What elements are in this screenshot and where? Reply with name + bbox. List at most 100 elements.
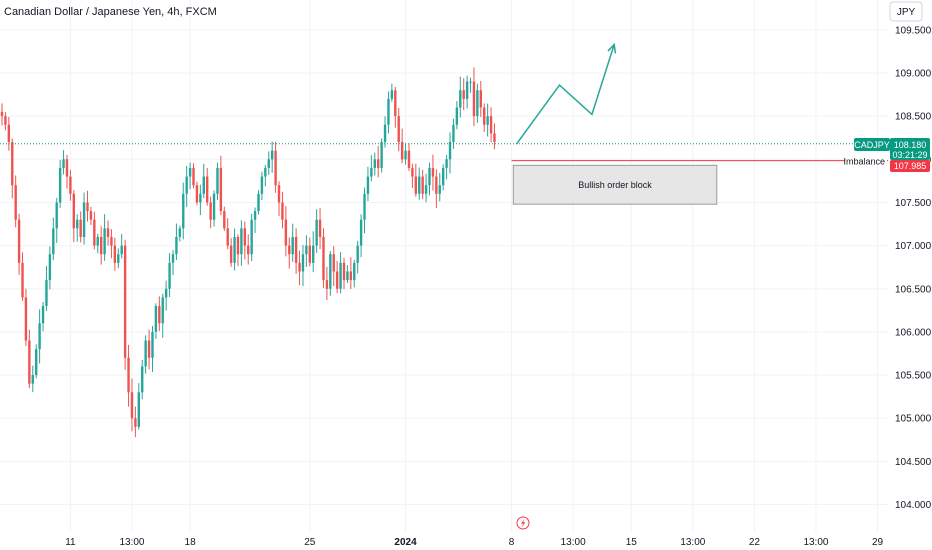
candle — [206, 168, 209, 206]
candle — [144, 335, 147, 374]
candle — [113, 237, 117, 271]
y-tick-label: 108.500 — [895, 112, 932, 123]
candle — [89, 206, 93, 226]
candle — [459, 76, 462, 118]
x-tick-label: 2024 — [394, 537, 417, 548]
candle — [154, 303, 158, 339]
candle — [264, 164, 267, 187]
y-tick-label: 109.000 — [895, 69, 932, 80]
drawings: Bullish order block Imbalance — [0, 42, 888, 205]
lightning-icon[interactable] — [516, 516, 530, 530]
candle — [199, 184, 202, 216]
candle — [123, 239, 127, 370]
projection-path[interactable] — [516, 44, 615, 145]
candle — [209, 196, 212, 229]
candle — [455, 101, 459, 130]
price-tag-bg — [890, 138, 930, 160]
y-tick-label: 107.000 — [895, 241, 932, 252]
grid — [0, 0, 888, 533]
candle — [397, 108, 400, 152]
candle — [137, 383, 140, 430]
candle — [72, 190, 76, 243]
candle — [462, 78, 465, 111]
candle — [134, 406, 137, 438]
candle — [479, 80, 482, 117]
candle — [0, 103, 4, 126]
candle — [308, 237, 311, 267]
order-block-box[interactable] — [512, 164, 718, 205]
candle — [226, 218, 229, 250]
candle — [349, 257, 353, 289]
candle — [260, 171, 264, 201]
candle — [82, 192, 86, 245]
candle — [274, 141, 277, 193]
candle — [147, 329, 151, 370]
chart-title: Canadian Dollar / Japanese Yen, 4h, FXCM — [4, 6, 217, 18]
candle — [465, 75, 469, 109]
candle — [17, 213, 21, 275]
currency-button-frame[interactable] — [889, 1, 923, 22]
candle — [120, 234, 123, 259]
candle — [414, 163, 418, 197]
candle — [130, 378, 134, 432]
currency-button-label[interactable]: JPY — [897, 7, 916, 18]
candle — [277, 181, 281, 216]
candle — [291, 223, 294, 262]
candle — [236, 234, 240, 266]
candle — [483, 103, 486, 133]
candle — [117, 248, 120, 269]
candle — [79, 211, 82, 243]
candle — [305, 235, 308, 267]
candle — [421, 169, 424, 200]
x-tick-label: 13:00 — [119, 537, 144, 548]
candle — [407, 143, 411, 171]
candle — [69, 169, 72, 201]
candle — [404, 143, 407, 165]
x-tick-label: 22 — [749, 537, 761, 548]
y-tick-label: 106.000 — [895, 327, 932, 338]
candle — [24, 288, 28, 346]
candle — [110, 229, 113, 259]
currency-button[interactable]: JPY — [889, 1, 923, 22]
candle — [161, 293, 164, 338]
candle — [363, 187, 366, 234]
candle — [171, 250, 175, 276]
y-tick-label: 109.500 — [895, 25, 932, 36]
candle — [267, 151, 270, 176]
x-tick-label: 13:00 — [680, 537, 705, 548]
candle — [247, 234, 250, 265]
candle — [441, 164, 445, 191]
candle — [35, 344, 38, 379]
imbalance-label: Imbalance — [843, 157, 885, 167]
x-tick-label: 18 — [185, 537, 197, 548]
candle — [356, 240, 359, 274]
candle — [288, 237, 291, 269]
candle — [325, 266, 329, 301]
candle — [489, 107, 493, 143]
candle — [318, 208, 322, 250]
candle — [486, 103, 489, 137]
time-axis[interactable]: 1113:0018252024813:001513:002213:0029Feb… — [65, 537, 932, 548]
price-tag: 108.180 — [894, 140, 927, 150]
candle — [158, 296, 161, 332]
y-tick-label: 104.000 — [895, 500, 932, 511]
candle — [315, 209, 318, 253]
imbalance-price-tag: 107.985 — [894, 161, 927, 171]
candle — [390, 83, 394, 102]
candle — [175, 223, 178, 261]
x-tick-label: 15 — [626, 537, 638, 548]
candle — [41, 301, 45, 332]
candle — [394, 86, 397, 128]
candle — [188, 162, 192, 190]
y-tick-label: 105.500 — [895, 371, 932, 382]
candle — [55, 197, 58, 243]
candles — [0, 67, 496, 438]
candle — [435, 169, 438, 208]
candle — [335, 260, 339, 294]
symbol-tag-bg — [854, 138, 890, 151]
candle — [240, 220, 243, 266]
candle — [229, 238, 233, 267]
candle — [322, 228, 325, 289]
candle — [243, 221, 247, 260]
